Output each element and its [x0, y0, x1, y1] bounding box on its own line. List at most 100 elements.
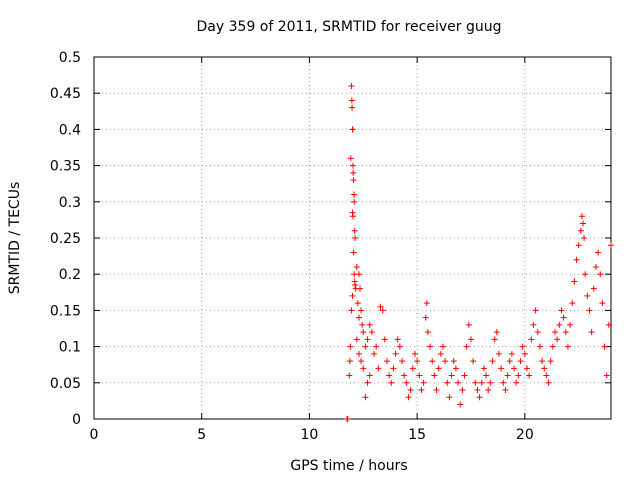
data-point: [392, 350, 399, 357]
data-point: [368, 329, 375, 336]
data-point: [573, 256, 580, 263]
data-point: [511, 365, 518, 372]
data-point: [474, 387, 481, 394]
x-tick-label: 15: [408, 427, 426, 443]
data-point: [452, 365, 459, 372]
data-point: [556, 321, 563, 328]
data-point: [435, 365, 442, 372]
data-point: [599, 300, 606, 307]
y-tick-label: 0.35: [50, 159, 81, 175]
data-point: [500, 379, 507, 386]
data-point: [431, 372, 438, 379]
chart-title: Day 359 of 2011, SRMTID for receiver guu…: [197, 19, 502, 35]
data-point: [504, 372, 511, 379]
data-point: [411, 350, 418, 357]
data-point: [476, 394, 483, 401]
data-point: [394, 336, 401, 343]
data-point: [551, 329, 558, 336]
data-point: [349, 213, 356, 220]
data-point: [349, 292, 356, 299]
tick-labels: 0 5 10 15 20 0 0.05 0.1 0.15 0.2 0.25 0.3 0.35 0.4 0.4…: [50, 50, 534, 443]
data-point: [577, 227, 584, 234]
data-point: [414, 358, 421, 365]
y-tick-label: 0.1: [59, 340, 81, 356]
data-point: [344, 416, 351, 422]
data-point: [422, 314, 429, 321]
data-point: [586, 307, 593, 314]
data-point: [348, 97, 355, 104]
data-point: [491, 336, 498, 343]
y-tick-label: 0.05: [50, 376, 81, 392]
data-point: [358, 358, 365, 365]
data-point: [349, 162, 356, 169]
data-point: [346, 358, 353, 365]
data-point: [569, 300, 576, 307]
y-tick-label: 0.15: [50, 303, 81, 319]
y-tick-label: 0.45: [50, 86, 81, 102]
data-point: [521, 350, 528, 357]
x-tick-label: 20: [516, 427, 534, 443]
data-point: [437, 350, 444, 357]
data-point: [444, 379, 451, 386]
data-point: [597, 271, 604, 278]
data-point: [579, 220, 586, 227]
data-point: [353, 263, 360, 270]
data-point: [349, 126, 356, 133]
y-tick-label: 0.4: [59, 122, 81, 138]
data-point: [575, 242, 582, 249]
data-point: [375, 365, 382, 372]
x-axis-label: GPS time / hours: [290, 458, 407, 474]
data-point: [523, 365, 530, 372]
data-point: [480, 365, 487, 372]
grid-lines: [94, 57, 611, 419]
data-point: [386, 372, 393, 379]
data-point: [442, 358, 449, 365]
data-point: [465, 321, 472, 328]
data-point: [405, 394, 412, 401]
data-point: [549, 343, 556, 350]
data-point: [427, 343, 434, 350]
data-point: [608, 242, 614, 249]
data-point: [352, 235, 359, 241]
data-point: [595, 249, 602, 256]
data-point: [347, 343, 354, 350]
data-point: [528, 336, 535, 343]
data-point: [584, 292, 591, 299]
data-point: [429, 358, 436, 365]
data-point: [348, 82, 355, 89]
data-point: [502, 387, 509, 394]
data-point: [348, 307, 355, 314]
data-point: [346, 372, 353, 379]
data-point: [558, 307, 565, 314]
y-tick-label: 0.5: [59, 50, 81, 66]
data-point: [364, 336, 371, 343]
data-point: [467, 336, 474, 343]
data-point: [506, 358, 513, 365]
axes: [93, 56, 612, 420]
data-point: [379, 307, 386, 314]
x-tick-label: 0: [90, 427, 99, 443]
data-point: [396, 343, 403, 350]
data-point: [355, 314, 362, 321]
data-point: [357, 285, 364, 292]
data-point: [457, 401, 464, 408]
data-point: [515, 372, 522, 379]
data-point: [530, 321, 537, 328]
data-point: [513, 379, 520, 386]
data-point: [355, 271, 362, 278]
y-tick-label: 0.25: [50, 231, 81, 247]
data-point: [351, 191, 358, 198]
data-point: [493, 329, 500, 336]
data-point: [526, 372, 533, 379]
data-point: [601, 343, 608, 350]
data-point: [353, 336, 360, 343]
data-point: [562, 329, 569, 336]
data-point: [536, 343, 543, 350]
data-point: [350, 169, 357, 176]
data-point: [366, 321, 373, 328]
data-point: [539, 358, 546, 365]
data-point: [409, 365, 416, 372]
data-point: [545, 379, 552, 386]
